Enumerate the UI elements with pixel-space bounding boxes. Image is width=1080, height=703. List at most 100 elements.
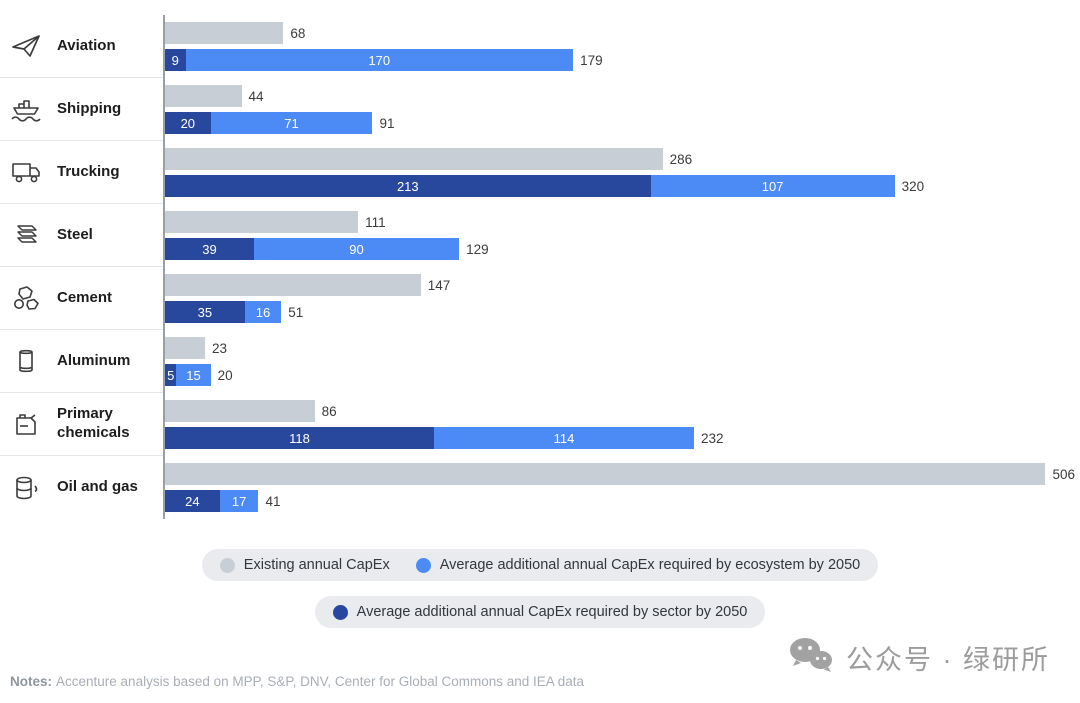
sector-label: Cement [57, 288, 113, 306]
sector-label-cell: Aviation [0, 15, 163, 78]
legend-label: Average additional annual CapEx required… [439, 557, 861, 573]
existing-capex-value: 86 [321, 403, 337, 419]
additional-capex-bar-line: 5 15 20 [165, 364, 1080, 386]
sector-label: Trucking [57, 162, 120, 180]
sector-capex-segment: 39 [165, 238, 254, 260]
existing-capex-bar [165, 274, 421, 296]
steel-icon [8, 217, 44, 253]
existing-capex-value: 286 [669, 151, 693, 167]
legend: Existing annual CapEx Average additional … [0, 549, 1080, 628]
sector-bars: 506 24 17 41 [163, 456, 1080, 519]
additional-capex-bar-line: 39 90 129 [165, 238, 1080, 260]
chart-row: Steel 111 39 90 129 [0, 204, 1080, 267]
sector-bars: 286 213 107 320 [163, 141, 1080, 204]
existing-capex-bar-line: 286 [165, 148, 1080, 170]
stacked-total-value: 41 [265, 493, 281, 509]
ecosystem-capex-segment: 16 [244, 301, 282, 323]
legend-pill: Average additional annual CapEx required… [314, 596, 766, 628]
plane-icon [8, 28, 44, 64]
sector-label-cell: Primary chemicals [0, 393, 163, 456]
sector-capex-segment: 213 [165, 175, 651, 197]
aluminum-can-icon [8, 343, 44, 379]
existing-capex-value: 506 [1052, 466, 1075, 482]
existing-capex-bar [165, 22, 284, 44]
stacked-total-value: 129 [466, 241, 489, 257]
sector-label: Aluminum [57, 351, 131, 369]
legend-item: Average additional annual CapEx required… [415, 557, 861, 573]
existing-capex-value: 68 [290, 25, 306, 41]
sector-label: Shipping [57, 99, 122, 117]
chart-row: Cement 147 35 16 51 [0, 267, 1080, 330]
existing-capex-bar-line: 147 [165, 274, 1080, 296]
ecosystem-capex-segment: 107 [650, 175, 895, 197]
legend-swatch [415, 557, 431, 573]
sector-label: Aviation [57, 36, 116, 54]
notes-prefix: Notes: [10, 674, 53, 689]
existing-capex-bar [165, 85, 242, 107]
sector-bars: 44 20 71 91 [163, 78, 1080, 141]
existing-capex-bar-line: 23 [165, 337, 1080, 359]
sector-label: Steel [57, 225, 93, 243]
legend-pill: Existing annual CapEx Average additional … [201, 549, 879, 581]
sector-bars: 147 35 16 51 [163, 267, 1080, 330]
notes-text: Accenture analysis based on MPP, S&P, DN… [56, 674, 585, 689]
legend-label: Existing annual CapEx [243, 557, 390, 573]
cement-icon [8, 280, 44, 316]
chart-rows: Aviation 68 9 170 179 Shipping 44 20 71 91 Truckin… [0, 15, 1080, 519]
additional-capex-bar-line: 35 16 51 [165, 301, 1080, 323]
additional-capex-bar-line: 20 71 91 [165, 112, 1080, 134]
notes: Notes: Accenture analysis based on MPP, S… [10, 674, 584, 689]
existing-capex-bar [165, 337, 206, 359]
chart-row: Oil and gas 506 24 17 41 [0, 456, 1080, 519]
sector-bars: 68 9 170 179 [163, 15, 1080, 78]
existing-capex-bar-line: 111 [165, 211, 1080, 233]
existing-capex-bar-line: 68 [165, 22, 1080, 44]
sector-bars: 23 5 15 20 [163, 330, 1080, 393]
legend-item: Existing annual CapEx [219, 557, 390, 573]
chart-row: Trucking 286 213 107 320 [0, 141, 1080, 204]
existing-capex-value: 44 [248, 88, 264, 104]
sector-label: Primary chemicals [57, 405, 130, 441]
sector-bars: 111 39 90 129 [163, 204, 1080, 267]
sector-label-cell: Oil and gas [0, 456, 163, 519]
sector-label-cell: Shipping [0, 78, 163, 141]
stacked-total-value: 91 [379, 115, 395, 131]
additional-capex-bar-line: 24 17 41 [165, 490, 1080, 512]
sector-label-cell: Trucking [0, 141, 163, 204]
sector-capex-segment: 9 [165, 49, 186, 71]
stacked-total-value: 232 [700, 430, 724, 446]
chart-row: Shipping 44 20 71 91 [0, 78, 1080, 141]
ecosystem-capex-segment: 90 [253, 238, 460, 260]
additional-capex-bar-line: 9 170 179 [165, 49, 1080, 71]
stacked-total-value: 51 [288, 304, 304, 320]
legend-swatch [332, 604, 348, 620]
oil-barrel-icon [8, 470, 44, 506]
existing-capex-bar [165, 463, 1046, 485]
watermark: 公众号 · 绿研所 [788, 636, 1050, 679]
existing-capex-bar [165, 211, 359, 233]
stacked-total-value: 320 [901, 178, 925, 194]
additional-capex-bar-line: 118 114 232 [165, 427, 1080, 449]
chart-row: Aluminum 23 5 15 20 [0, 330, 1080, 393]
existing-capex-value: 23 [212, 340, 228, 356]
sector-capex-segment: 5 [165, 364, 177, 386]
legend-swatch [219, 557, 235, 573]
sector-label-cell: Steel [0, 204, 163, 267]
sector-label: Oil and gas [57, 478, 138, 496]
ecosystem-capex-segment: 15 [176, 364, 211, 386]
chemicals-icon [8, 406, 44, 442]
sector-label-cell: Cement [0, 267, 163, 330]
sector-capex-segment: 24 [165, 490, 220, 512]
chart-row: Aviation 68 9 170 179 [0, 15, 1080, 78]
stacked-total-value: 20 [217, 367, 233, 383]
additional-capex-bar-line: 213 107 320 [165, 175, 1080, 197]
existing-capex-value: 111 [365, 214, 386, 230]
sector-label-cell: Aluminum [0, 330, 163, 393]
existing-capex-value: 147 [427, 277, 451, 293]
existing-capex-bar-line: 86 [165, 400, 1080, 422]
ship-icon [8, 91, 44, 127]
legend-item: Average additional annual CapEx required… [332, 604, 747, 620]
wechat-icon [788, 636, 834, 679]
sector-bars: 86 118 114 232 [163, 393, 1080, 456]
watermark-text: 公众号 · 绿研所 [846, 645, 1050, 675]
